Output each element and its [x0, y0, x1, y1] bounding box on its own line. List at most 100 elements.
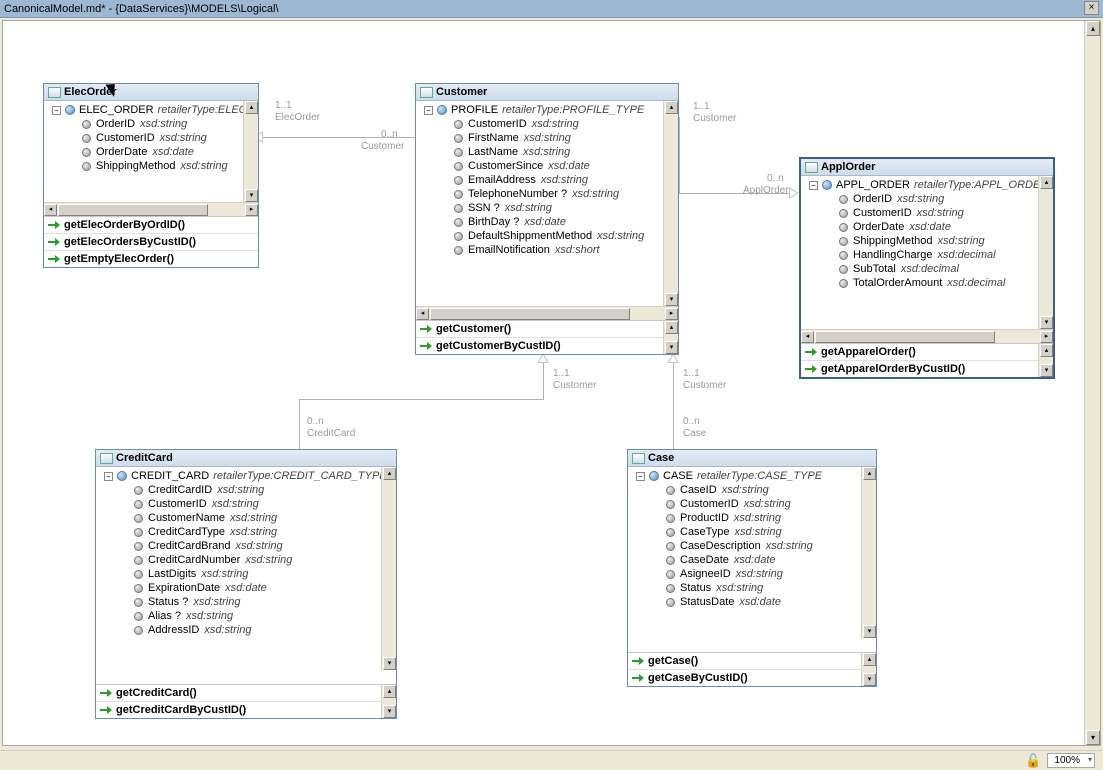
field-row[interactable]: ProductID xsd:string	[632, 511, 874, 525]
scroll-left-icon[interactable]: ◂	[801, 331, 814, 343]
collapse-icon[interactable]: −	[52, 106, 61, 115]
canvas-vscrollbar[interactable]: ▴ ▾	[1084, 21, 1100, 745]
field-row[interactable]: CustomerID xsd:string	[632, 497, 874, 511]
scroll-up-icon[interactable]: ▴	[1040, 176, 1053, 189]
scrollbar[interactable]: ▴ ▾	[861, 467, 876, 638]
scroll-thumb[interactable]	[58, 204, 208, 216]
scroll-up-icon[interactable]: ▴	[863, 467, 876, 480]
collapse-icon[interactable]: −	[809, 181, 818, 190]
scrollbar[interactable]: ▴ ▾	[381, 685, 396, 718]
collapse-icon[interactable]: −	[424, 106, 433, 115]
field-row[interactable]: ShippingMethod xsd:string	[805, 234, 1051, 248]
field-row[interactable]: CustomerName xsd:string	[100, 511, 394, 525]
entity-title[interactable]: ApplOrder	[801, 159, 1053, 176]
field-row[interactable]: HandlingCharge xsd:decimal	[805, 248, 1051, 262]
scroll-down-icon[interactable]: ▾	[863, 673, 876, 686]
scroll-down-icon[interactable]: ▾	[665, 293, 678, 306]
scroll-down-icon[interactable]: ▾	[1040, 364, 1053, 377]
type-row[interactable]: −CASE retailerType:CASE_TYPE	[632, 469, 874, 483]
entity-applorder[interactable]: ApplOrder −APPL_ORDER retailerType:APPL_…	[799, 157, 1055, 379]
method-row[interactable]: getCaseByCustID()	[628, 669, 876, 686]
scrollbar[interactable]: ▴ ▾	[243, 101, 258, 202]
entity-case[interactable]: Case −CASE retailerType:CASE_TYPECaseID …	[627, 449, 877, 687]
field-row[interactable]: CustomerID xsd:string	[48, 131, 256, 145]
entity-title[interactable]: Case	[628, 450, 876, 467]
scroll-down-icon[interactable]: ▾	[1040, 316, 1053, 329]
scroll-up-icon[interactable]: ▴	[863, 653, 876, 666]
scroll-up-icon[interactable]: ▴	[1040, 344, 1053, 357]
method-row[interactable]: getApparelOrder()	[801, 344, 1053, 360]
scroll-up-icon[interactable]: ▴	[665, 321, 678, 334]
method-row[interactable]: getCreditCardByCustID()	[96, 701, 396, 718]
hscrollbar[interactable]: ◂ ▸	[416, 306, 678, 320]
entity-creditcard[interactable]: CreditCard −CREDIT_CARD retailerType:CRE…	[95, 449, 397, 719]
scroll-down-icon[interactable]: ▾	[863, 625, 876, 638]
type-row[interactable]: −ELEC_ORDER retailerType:ELEC_	[48, 103, 256, 117]
method-row[interactable]: getCreditCard()	[96, 685, 396, 701]
field-row[interactable]: Status xsd:string	[632, 581, 874, 595]
field-row[interactable]: LastDigits xsd:string	[100, 567, 394, 581]
diagram-canvas[interactable]: 1..1 ElecOrder 0..n Customer 1..1 Custom…	[3, 21, 1100, 745]
scroll-thumb[interactable]	[430, 308, 630, 320]
field-row[interactable]: OrderID xsd:string	[805, 192, 1051, 206]
field-row[interactable]: SSN ? xsd:string	[420, 201, 676, 215]
field-row[interactable]: CustomerID xsd:string	[100, 497, 394, 511]
field-row[interactable]: StatusDate xsd:date	[632, 595, 874, 609]
field-row[interactable]: ExpirationDate xsd:date	[100, 581, 394, 595]
scrollbar[interactable]: ▴ ▾	[663, 321, 678, 354]
field-row[interactable]: Status ? xsd:string	[100, 595, 394, 609]
type-row[interactable]: −CREDIT_CARD retailerType:CREDIT_CARD_TY…	[100, 469, 394, 483]
field-row[interactable]: AsigneeID xsd:string	[632, 567, 874, 581]
scroll-up-icon[interactable]: ▴	[383, 685, 396, 698]
field-row[interactable]: SubTotal xsd:decimal	[805, 262, 1051, 276]
field-row[interactable]: CaseType xsd:string	[632, 525, 874, 539]
type-row[interactable]: −PROFILE retailerType:PROFILE_TYPE	[420, 103, 676, 117]
method-row[interactable]: getEmptyElecOrder()	[44, 250, 258, 267]
field-row[interactable]: OrderDate xsd:date	[805, 220, 1051, 234]
scroll-right-icon[interactable]: ▸	[1040, 331, 1053, 343]
hscrollbar[interactable]: ◂ ▸	[44, 202, 258, 216]
method-row[interactable]: getElecOrdersByCustID()	[44, 233, 258, 250]
field-row[interactable]: EmailAddress xsd:string	[420, 173, 676, 187]
scroll-left-icon[interactable]: ◂	[44, 204, 57, 216]
field-row[interactable]: LastName xsd:string	[420, 145, 676, 159]
scrollbar[interactable]: ▴ ▾	[381, 467, 396, 670]
scroll-down-icon[interactable]: ▾	[245, 189, 258, 202]
scroll-down-icon[interactable]: ▾	[383, 657, 396, 670]
field-row[interactable]: EmailNotification xsd:short	[420, 243, 676, 257]
zoom-selector[interactable]: 100%	[1047, 753, 1095, 768]
field-row[interactable]: DefaultShippmentMethod xsd:string	[420, 229, 676, 243]
field-row[interactable]: CreditCardID xsd:string	[100, 483, 394, 497]
field-row[interactable]: CustomerID xsd:string	[420, 117, 676, 131]
scroll-up-icon[interactable]: ▴	[1086, 21, 1100, 36]
collapse-icon[interactable]: −	[636, 472, 645, 481]
scroll-thumb[interactable]	[815, 331, 995, 343]
entity-elecorder[interactable]: ElecOrder −ELEC_ORDER retailerType:ELEC_…	[43, 83, 259, 268]
field-row[interactable]: OrderID xsd:string	[48, 117, 256, 131]
scroll-up-icon[interactable]: ▴	[245, 101, 258, 114]
method-row[interactable]: getCase()	[628, 653, 876, 669]
field-row[interactable]: OrderDate xsd:date	[48, 145, 256, 159]
close-button[interactable]: ×	[1084, 1, 1099, 15]
entity-title[interactable]: CreditCard	[96, 450, 396, 467]
field-row[interactable]: TotalOrderAmount xsd:decimal	[805, 276, 1051, 290]
scrollbar[interactable]: ▴ ▾	[861, 653, 876, 686]
scroll-down-icon[interactable]: ▾	[383, 705, 396, 718]
method-row[interactable]: getApparelOrderByCustID()	[801, 360, 1053, 377]
method-row[interactable]: getCustomer()	[416, 321, 678, 337]
field-row[interactable]: ShippingMethod xsd:string	[48, 159, 256, 173]
entity-title[interactable]: Customer	[416, 84, 678, 101]
field-row[interactable]: BirthDay ? xsd:date	[420, 215, 676, 229]
scrollbar[interactable]: ▴ ▾	[663, 101, 678, 306]
scroll-down-icon[interactable]: ▾	[665, 341, 678, 354]
hscrollbar[interactable]: ◂ ▸	[801, 329, 1053, 343]
scroll-left-icon[interactable]: ◂	[416, 308, 429, 320]
field-row[interactable]: CaseID xsd:string	[632, 483, 874, 497]
field-row[interactable]: CaseDate xsd:date	[632, 553, 874, 567]
type-row[interactable]: −APPL_ORDER retailerType:APPL_ORDE	[805, 178, 1051, 192]
field-row[interactable]: TelephoneNumber ? xsd:string	[420, 187, 676, 201]
scroll-up-icon[interactable]: ▴	[383, 467, 396, 480]
field-row[interactable]: CreditCardNumber xsd:string	[100, 553, 394, 567]
method-row[interactable]: getElecOrderByOrdID()	[44, 217, 258, 233]
scrollbar[interactable]: ▴ ▾	[1038, 344, 1053, 377]
